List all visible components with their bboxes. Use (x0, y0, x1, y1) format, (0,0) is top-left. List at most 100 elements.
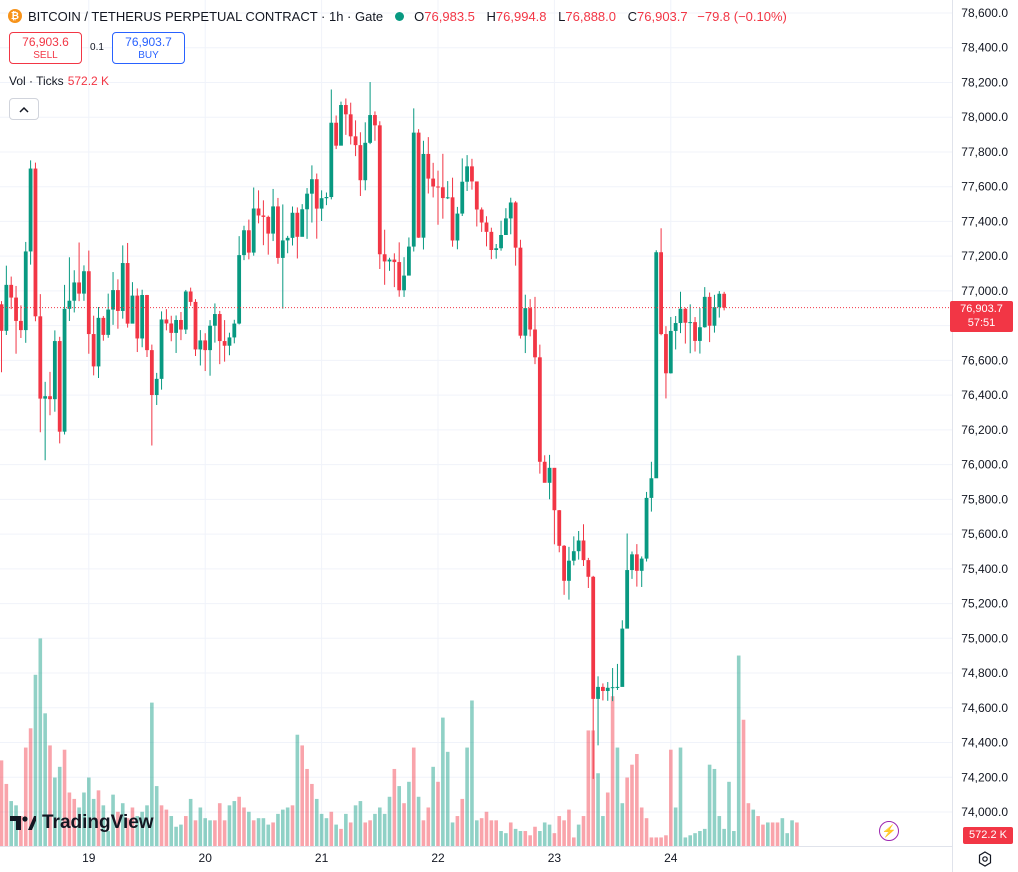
candle-body (62, 308, 67, 432)
candle-body (77, 282, 81, 294)
bar-countdown: 57:51 (967, 317, 996, 329)
candle-body (382, 254, 387, 262)
volume-bar (184, 816, 188, 846)
high-label: H (486, 8, 496, 24)
candle-body (169, 323, 174, 333)
volume-bar (382, 813, 387, 846)
volume-bar (242, 807, 246, 846)
volume-bar (329, 811, 334, 846)
tradingview-logo[interactable]: TradingView (10, 812, 154, 834)
volume-bar (436, 781, 440, 846)
volume-bar (203, 818, 207, 846)
volume-bar (198, 807, 203, 846)
chart-header: ₿ BITCOIN / TETHERUS PERPETUAL CONTRACT … (8, 6, 787, 26)
candle-body (591, 576, 596, 699)
volume-bar (334, 824, 338, 846)
volume-bar (188, 798, 193, 846)
volume-bar (702, 828, 707, 846)
volume-bar (125, 818, 130, 846)
volume-bar (542, 822, 547, 846)
chevron-up-icon (19, 106, 29, 113)
candle-body (523, 308, 528, 336)
candle-body (644, 497, 649, 559)
volume-bar (324, 818, 329, 846)
volume-bar (654, 837, 659, 846)
candle-body (547, 467, 552, 483)
close-value: 76,903.7 (637, 8, 688, 24)
candle-body (203, 340, 208, 351)
volume-bar (470, 700, 474, 846)
volume-bar (402, 803, 406, 846)
volume-bar (135, 816, 140, 846)
volume-bar (513, 828, 518, 846)
volume-legend[interactable]: Vol · Ticks 572.2 K (9, 74, 109, 88)
volume-bar (174, 826, 178, 846)
candle-body (314, 179, 319, 209)
volume-bar (770, 822, 775, 846)
volume-bar (373, 813, 377, 846)
candle-body (28, 168, 33, 252)
volume-bar (387, 796, 392, 846)
volume-bar (688, 835, 692, 846)
candle-body (581, 540, 586, 561)
candle-body (567, 560, 571, 581)
candle-body (664, 334, 668, 374)
volume-bar (227, 805, 232, 846)
volume-bar (596, 773, 600, 846)
candle-body (101, 317, 106, 335)
volume-bar (465, 747, 469, 846)
volume-bar (484, 811, 489, 846)
y-tick-label: 77,200.0 (961, 249, 1008, 263)
settings-gear-icon[interactable] (976, 850, 994, 868)
candle-body (343, 105, 348, 115)
candle-body (140, 295, 145, 339)
volume-bar (528, 835, 532, 846)
candle-body (174, 319, 178, 333)
symbol-title[interactable]: BITCOIN / TETHERUS PERPETUAL CONTRACT · … (28, 8, 384, 24)
volume-bar (790, 820, 794, 846)
market-open-icon (395, 11, 405, 21)
candle-body (605, 687, 610, 692)
collapse-button[interactable] (9, 98, 39, 120)
volume-bar (761, 824, 765, 846)
candle-body (285, 237, 290, 241)
volume-bar (639, 807, 644, 846)
candle-body (722, 293, 727, 308)
candle-body (397, 262, 402, 291)
y-tick-label: 78,000.0 (961, 110, 1008, 124)
candle-body (440, 187, 445, 199)
y-tick-label: 77,600.0 (961, 180, 1008, 194)
volume-tag: 572.2 K (963, 827, 1013, 844)
sell-button[interactable]: 76,903.6 SELL (9, 32, 82, 64)
candle-body (91, 334, 96, 367)
candle-body (702, 296, 707, 328)
candle-body (416, 132, 421, 238)
candle-body (717, 293, 722, 308)
buy-button[interactable]: 76,903.7 BUY (112, 32, 185, 64)
candle-body (465, 166, 469, 182)
volume-bar (572, 837, 576, 846)
candle-body (276, 206, 280, 258)
volume-bar (673, 807, 678, 846)
candle-body (280, 240, 285, 258)
volume-bar (712, 768, 717, 846)
lightning-icon[interactable]: ⚡ (879, 821, 899, 841)
candle-body (183, 291, 188, 330)
candle-body (72, 282, 77, 301)
spread-value: 0.1 (90, 42, 104, 53)
volume-bar (281, 809, 285, 846)
volume-bar (693, 833, 697, 846)
candle-body (193, 301, 198, 350)
candle-body (494, 248, 499, 251)
price-change: −79.8 (−0.10%) (697, 8, 787, 24)
volume-bar (193, 820, 198, 846)
candle-body (256, 208, 261, 216)
volume-bar (101, 805, 106, 846)
y-tick-label: 74,600.0 (961, 701, 1008, 715)
candle-body (576, 540, 581, 552)
volume-bar (489, 820, 494, 846)
volume-bar (557, 816, 562, 846)
volume-bar (285, 807, 290, 846)
candle-body (373, 115, 377, 126)
